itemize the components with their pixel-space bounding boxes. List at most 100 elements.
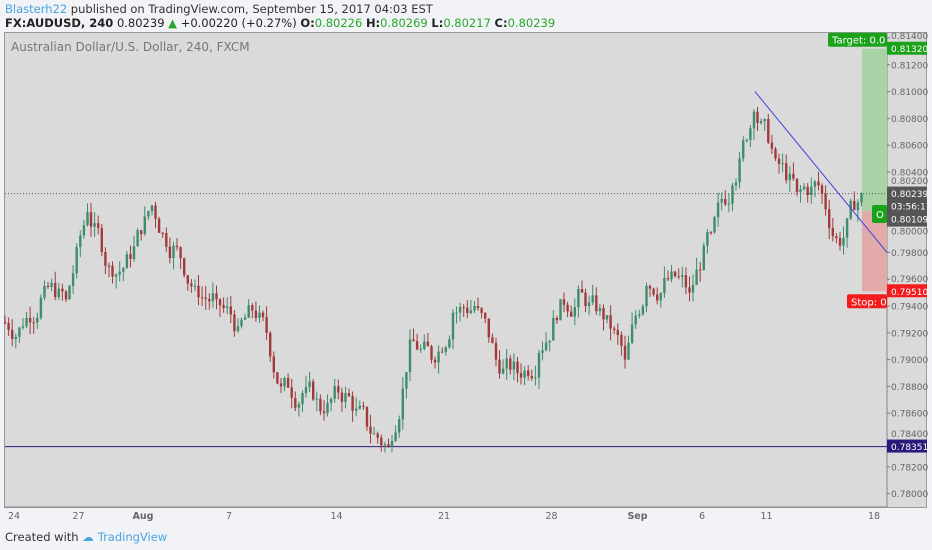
- candle: [645, 285, 648, 307]
- candle: [269, 332, 272, 357]
- candle: [523, 370, 526, 378]
- candle: [168, 246, 172, 259]
- change: +0.00220 (+0.27%): [180, 16, 297, 30]
- candle: [727, 203, 731, 205]
- candle: [756, 111, 759, 123]
- x-tick-label: 21: [438, 511, 450, 522]
- author-link[interactable]: Blasterh22: [5, 2, 68, 16]
- candle: [838, 238, 842, 246]
- candle: [444, 347, 447, 352]
- candle: [437, 351, 440, 363]
- candle: [845, 218, 849, 238]
- candle: [817, 181, 820, 186]
- candle: [369, 426, 372, 434]
- candle: [362, 405, 365, 407]
- target-price-label: 0.81320: [891, 45, 928, 55]
- candle: [179, 247, 182, 259]
- candle: [132, 246, 136, 260]
- stop-tag-bg: [847, 294, 887, 309]
- candle: [193, 285, 197, 287]
- candle: [387, 444, 390, 447]
- countdown-label: 03:56:17: [891, 203, 931, 213]
- x-tick-label: 18: [868, 511, 880, 522]
- candle: [659, 293, 662, 301]
- candle: [43, 285, 46, 298]
- candle: [183, 258, 186, 276]
- tradingview-logo-icon: ☁: [82, 530, 94, 544]
- candle: [226, 306, 229, 309]
- y-tick-label: 0.78200: [891, 463, 928, 473]
- last-price-label: 0.80239: [891, 190, 928, 200]
- candle: [781, 163, 784, 165]
- candle: [810, 186, 813, 196]
- entry-tag: O: [876, 210, 884, 221]
- candle: [283, 377, 286, 387]
- candle: [856, 202, 860, 211]
- stop-price-label: 0.79510: [891, 288, 928, 298]
- candle: [197, 285, 200, 298]
- candle: [742, 140, 745, 159]
- last-price: 0.80239: [116, 16, 165, 30]
- candle: [254, 310, 258, 319]
- candle: [265, 317, 268, 333]
- candle: [774, 148, 777, 159]
- x-tick-label: 6: [699, 511, 705, 522]
- candle: [623, 345, 627, 360]
- candle: [401, 388, 404, 420]
- candle: [39, 297, 43, 318]
- candle: [415, 341, 419, 350]
- candle: [208, 299, 211, 302]
- candle: [570, 311, 573, 317]
- candle: [799, 189, 802, 193]
- candle: [301, 393, 304, 405]
- y-tick-label: 0.80200: [891, 177, 928, 187]
- tradingview-link[interactable]: TradingView: [97, 530, 168, 544]
- candle: [344, 393, 347, 402]
- candle: [136, 230, 139, 247]
- candle: [412, 339, 415, 342]
- candle: [831, 228, 834, 237]
- candle: [752, 111, 756, 129]
- candle: [519, 373, 523, 378]
- candle: [150, 205, 154, 212]
- candle: [157, 218, 161, 233]
- candle: [688, 287, 691, 293]
- candle: [663, 277, 666, 294]
- candle: [247, 305, 250, 318]
- candle: [473, 306, 476, 311]
- candle: [795, 178, 799, 193]
- candle: [347, 393, 351, 397]
- candle: [720, 198, 723, 203]
- candle: [566, 304, 569, 312]
- candle: [426, 341, 430, 347]
- candle: [469, 310, 473, 314]
- high-value: 0.80269: [380, 16, 428, 30]
- candle: [236, 326, 240, 332]
- candle: [706, 232, 709, 246]
- candle: [408, 339, 412, 373]
- candle: [828, 209, 831, 229]
- candle: [860, 193, 863, 203]
- candle: [591, 295, 594, 303]
- candle: [462, 307, 465, 309]
- candle: [476, 306, 480, 309]
- candle: [684, 275, 688, 288]
- y-tick-label: 0.79800: [891, 249, 928, 259]
- candle: [294, 397, 297, 408]
- candle: [28, 317, 32, 323]
- candle: [699, 269, 702, 271]
- candle: [509, 358, 512, 370]
- candle: [673, 271, 677, 277]
- candle: [731, 185, 734, 204]
- candle: [767, 119, 770, 143]
- x-tick-label: 28: [545, 511, 557, 522]
- candle: [64, 291, 68, 300]
- footer: Created with ☁ TradingView: [5, 530, 167, 544]
- candle: [480, 308, 483, 313]
- candle: [21, 326, 25, 328]
- open-label: O:: [300, 16, 315, 30]
- candle: [175, 245, 179, 248]
- candle: [745, 139, 748, 141]
- candle: [763, 119, 766, 122]
